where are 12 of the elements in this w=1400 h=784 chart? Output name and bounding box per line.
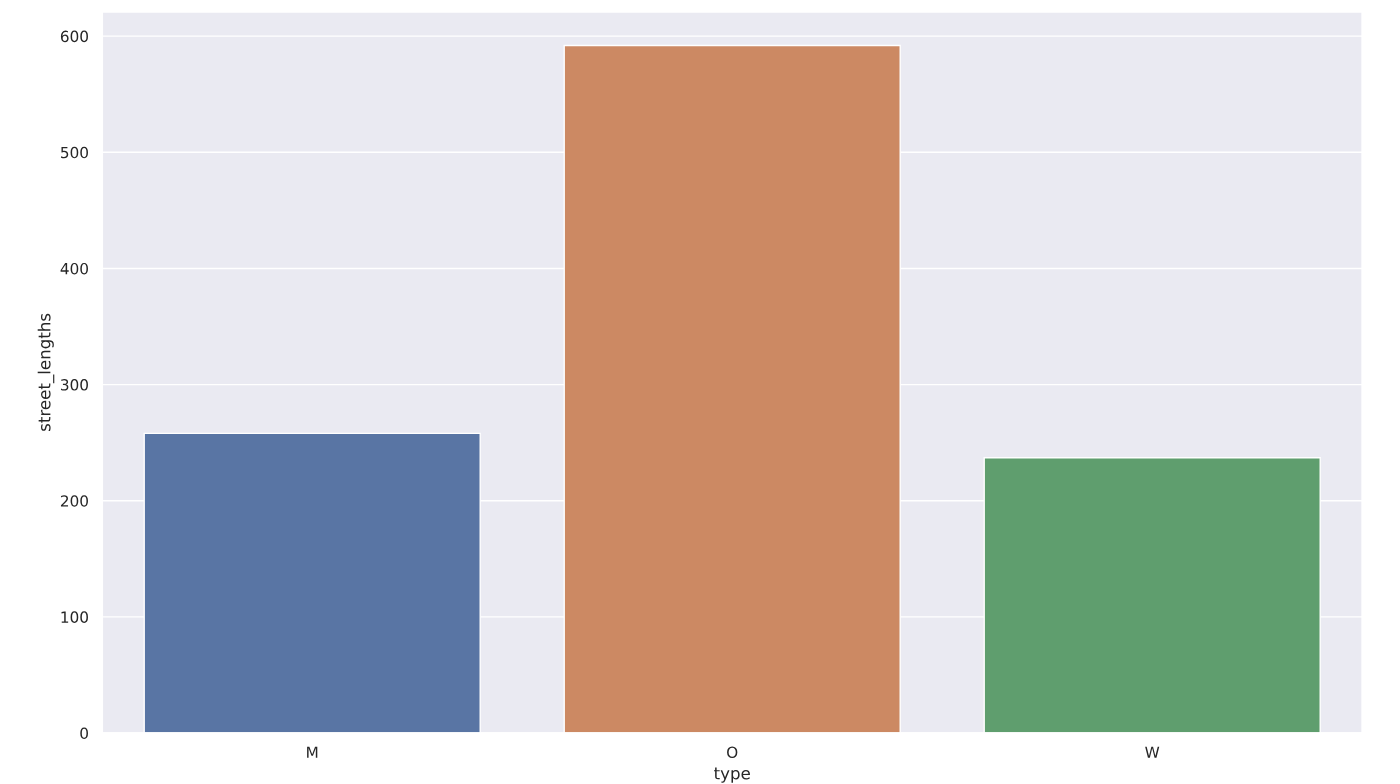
- x-axis-title: type: [714, 767, 750, 783]
- x-tick-label: M: [307, 746, 318, 758]
- y-tick-label: 0: [80, 727, 88, 740]
- y-tick-label: 500: [61, 146, 88, 159]
- y-tick-label: 600: [60, 30, 88, 43]
- y-tick-label: 100: [61, 611, 88, 623]
- y-tick-label: 400: [60, 262, 88, 275]
- y-axis-title: street_lengths: [37, 313, 55, 431]
- y-tick-label: 300: [61, 379, 88, 391]
- y-tick-label: 200: [60, 495, 88, 507]
- x-tick-label: W: [1145, 746, 1160, 758]
- x-tick-label: O: [727, 746, 738, 759]
